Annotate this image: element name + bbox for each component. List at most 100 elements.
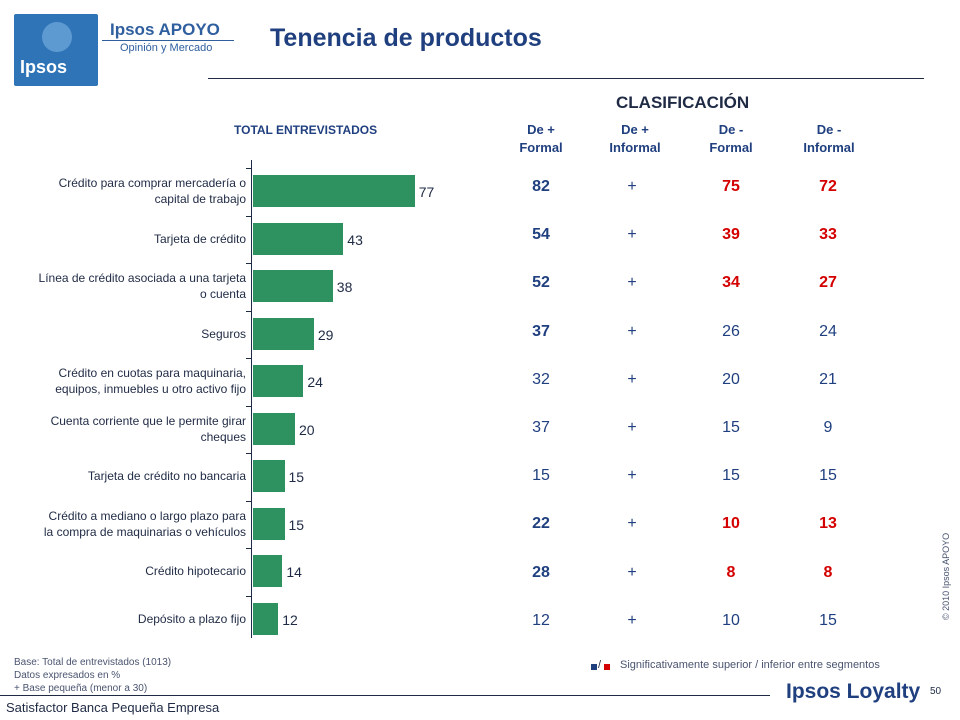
axis-tick [246,405,251,407]
category-label-line: equipos, inmuebles u otro activo fijo [55,382,246,396]
footer-brand: Satisfactor Banca Pequeña Empresa [6,700,220,715]
category-label: Línea de crédito asociada a una tarjeta o… [6,270,246,302]
clasificacion-header: CLASIFICACIÓN [616,93,750,112]
logo-head-icon [42,22,72,52]
segment-cell-formal-minus: 20 [722,370,740,388]
bar [253,317,314,350]
segment-cell-formal-plus: 28 [532,563,550,581]
axis-tick [246,263,251,264]
segment-cell-formal-plus: 82 [532,178,550,195]
segment-cell-informal-plus: + [627,419,637,436]
category-label-line: Cuenta corriente que le permite girar [50,413,246,428]
segment-cell-formal-plus: 52 [532,274,550,292]
segment-cell-formal-plus: 22 [532,515,550,533]
footnote-small-base: + Base pequeña (menor a 30) [14,683,148,694]
category-label-line: Crédito a mediano o largo plazo para [48,508,246,523]
segment-header-1: De + Informal [590,121,680,157]
ipsos-loyalty-logo: Ipsos Loyalty [786,680,921,703]
segment-cell-formal-minus: 8 [726,563,736,581]
segment-cell-informal-plus: + [627,611,637,629]
category-label-line: capital de trabajo [154,192,246,206]
segment-cell-formal-minus: 26 [722,322,740,340]
bar-value-label: 43 [347,231,363,248]
segment-cell-informal-plus: + [627,467,637,485]
category-label: Crédito para comprar mercadería o capital… [6,175,246,207]
category-label: Cuenta corriente que le permite girar che… [6,413,246,445]
bar [253,412,295,445]
segment-cell-informal-plus: + [627,226,637,244]
segment-cell-informal-plus: + [627,178,637,195]
segment-cell-formal-plus: 32 [532,370,550,388]
segment-header-line2: Formal [709,140,753,155]
segment-cell-formal-minus: 15 [722,419,740,436]
category-label-line: Crédito para comprar mercadería o [58,176,246,190]
segment-header-line1: De - [718,122,744,137]
category-label-line: cheques [200,429,246,444]
segment-cell-formal-minus: 10 [722,515,740,533]
bar-value-label: 15 [288,516,305,533]
bar [253,602,279,635]
category-label-line: o cuenta [199,287,246,301]
brand-divider [102,40,234,41]
segment-cell-informal-plus: + [627,563,637,581]
segment-header-0: De + Formal [496,121,586,157]
axis-tick [246,595,251,597]
bar-value-label: 14 [286,564,302,580]
segment-cell-formal-minus: 39 [722,226,740,244]
category-label: Crédito en cuotas para maquinaria, equipo… [6,365,246,397]
segment-header-line1: De + [527,122,555,137]
segment-cell-informal-minus: 33 [819,226,837,244]
bar-value-label: 20 [299,421,315,438]
segment-cell-informal-minus: 15 [819,611,837,629]
bar [253,460,285,492]
axis-tick [246,358,251,359]
category-label: Crédito hipotecario [6,563,246,579]
bar [253,507,285,540]
segment-cell-informal-minus: 8 [823,563,833,581]
bar-value-label: 12 [282,611,298,628]
category-label: Depósito a plazo fijo [6,611,246,627]
footer-divider [0,695,770,696]
logo-text: Ipsos [20,57,68,77]
segment-cell-informal-plus: + [627,322,637,340]
segment-header-line2: Informal [609,140,661,155]
segment-cell-formal-minus: 34 [722,274,740,292]
segment-cell-formal-plus: 37 [532,322,550,340]
category-label-line: Seguros [201,326,246,341]
segment-cell-formal-plus: 37 [532,419,550,436]
axis-tick [246,215,251,217]
axis-tick [246,168,251,169]
footnote-base: Base: Total de entrevistados (1013) [14,657,172,668]
segment-cell-formal-minus: 75 [722,178,740,195]
brand-name: Ipsos APOYO [110,20,220,39]
page-number: 50 [930,686,942,697]
segment-cell-informal-minus: 21 [819,370,837,388]
segment-cell-formal-plus: 15 [532,467,550,485]
bar [253,555,283,587]
category-label-line: Depósito a plazo fijo [137,611,246,626]
category-label-line: Tarjeta de crédito no bancaria [87,469,246,483]
category-label: Crédito a mediano o largo plazo para la c… [6,508,246,540]
segment-cell-informal-plus: + [627,515,637,533]
bar [253,365,304,397]
bar-value-label: 29 [317,326,334,343]
segment-header-line2: Informal [803,140,855,155]
legend-text: Significativamente superior / inferior e… [620,659,880,671]
title-divider [208,78,924,79]
segment-cell-informal-minus: 24 [819,322,837,340]
chart-axis [251,160,252,638]
legend-slash: / [598,659,602,671]
category-label: Tarjeta de crédito no bancaria [6,468,246,484]
segment-header-line1: De + [621,122,649,137]
bar-value-label: 77 [418,184,435,200]
segment-cell-formal-minus: 15 [722,467,740,485]
ipsos-logo: Ipsos [14,14,98,86]
axis-tick [246,453,251,454]
category-label-line: Línea de crédito asociada a una tarjeta [38,271,246,285]
bar-value-label: 24 [307,374,323,390]
total-header: TOTAL ENTREVISTADOS [234,123,378,137]
segment-cell-informal-plus: + [627,274,637,292]
bar [253,175,415,207]
category-label-line: Tarjeta de crédito [153,231,246,246]
segment-cell-informal-minus: 9 [823,419,833,436]
